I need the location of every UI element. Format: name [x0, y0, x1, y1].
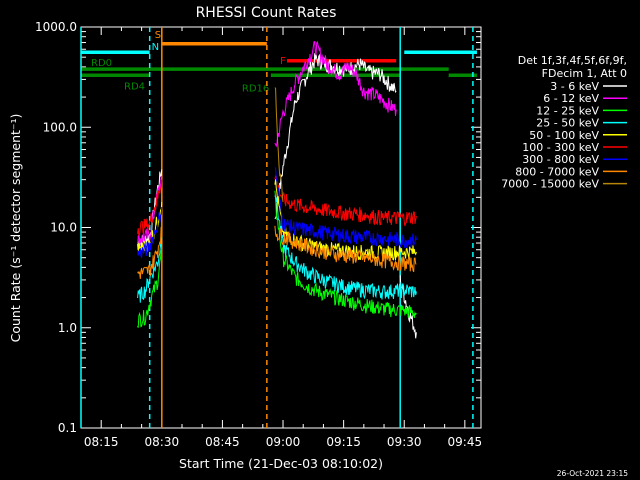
y-tick-label: 1.0: [58, 321, 77, 335]
y-tick-label: 10.0: [50, 221, 77, 235]
legend-label: 50 - 100 keV: [529, 129, 599, 142]
legend-label: 3 - 6 keV: [550, 80, 599, 93]
series-line: [274, 225, 417, 273]
series-line: [274, 175, 417, 227]
y-tick-label: 100.0: [43, 120, 77, 134]
state-bar-label-f: F: [280, 56, 286, 67]
state-bar-label-rd0: RD0: [91, 58, 112, 69]
x-tick-label: 09:45: [448, 435, 483, 449]
x-tick-label: 09:15: [326, 435, 361, 449]
legend-header-line1: Det 1f,3f,4f,5f,6f,9f,: [518, 54, 627, 67]
legend-label: 6 - 12 keV: [543, 92, 599, 105]
vertical-markers: N: [80, 27, 474, 428]
series-layer: [137, 40, 417, 339]
series-line: [274, 190, 417, 318]
series-300-800-kev: [137, 167, 417, 258]
series-100-300-kev: [137, 175, 417, 237]
y-axis-label: Count Rate (s⁻¹ detector segment⁻¹): [8, 114, 23, 343]
series-line: [137, 249, 163, 328]
y-tick-label: 1000.0: [35, 20, 77, 34]
legend-label: 800 - 7000 keV: [515, 165, 599, 178]
series-800-7000-kev: [137, 225, 417, 279]
y-tick-label: 0.1: [58, 421, 77, 435]
series-line: [274, 40, 397, 148]
legend-label: 12 - 25 keV: [536, 104, 599, 117]
state-bar-label-s: S: [155, 30, 161, 41]
legend-header-line2: FDecim 1, Att 0: [542, 67, 627, 80]
legend-label: 100 - 300 keV: [522, 141, 599, 154]
series-25-50-kev: [137, 195, 417, 303]
x-tick-label: 09:30: [387, 435, 422, 449]
series-line: [274, 179, 417, 262]
x-tick-label: 08:15: [84, 435, 119, 449]
legend-label: 300 - 800 keV: [522, 153, 599, 166]
series-line: [137, 226, 162, 279]
x-tick-label: 08:30: [145, 435, 180, 449]
legend-label: 7000 - 15000 keV: [501, 178, 599, 191]
series-line: [137, 206, 163, 258]
state-bar-label-rd16: RD16: [242, 83, 269, 94]
series-line: [137, 179, 163, 237]
legend-label: 25 - 50 keV: [536, 117, 599, 130]
series-12-25-kev: [137, 190, 417, 328]
state-bar-label-rd4: RD4: [124, 81, 145, 92]
chart-title: RHESSI Count Rates: [196, 5, 337, 21]
x-tick-label: 08:45: [205, 435, 240, 449]
timestamp: 26-Oct-2021 23:15: [557, 469, 628, 478]
series-line: [274, 53, 397, 220]
series-line: [274, 87, 284, 202]
x-axis-label: Start Time (21-Dec-03 08:10:02): [179, 456, 383, 471]
series-line: [274, 195, 417, 300]
series-line: [137, 237, 163, 303]
state-bars: RD0 RD4 RD16 S F: [81, 30, 477, 94]
vertical-marker-label: N: [152, 42, 159, 53]
series-line: [274, 167, 417, 249]
x-tick-label: 09:00: [266, 435, 301, 449]
series-7000-15000-kev: [274, 87, 284, 202]
